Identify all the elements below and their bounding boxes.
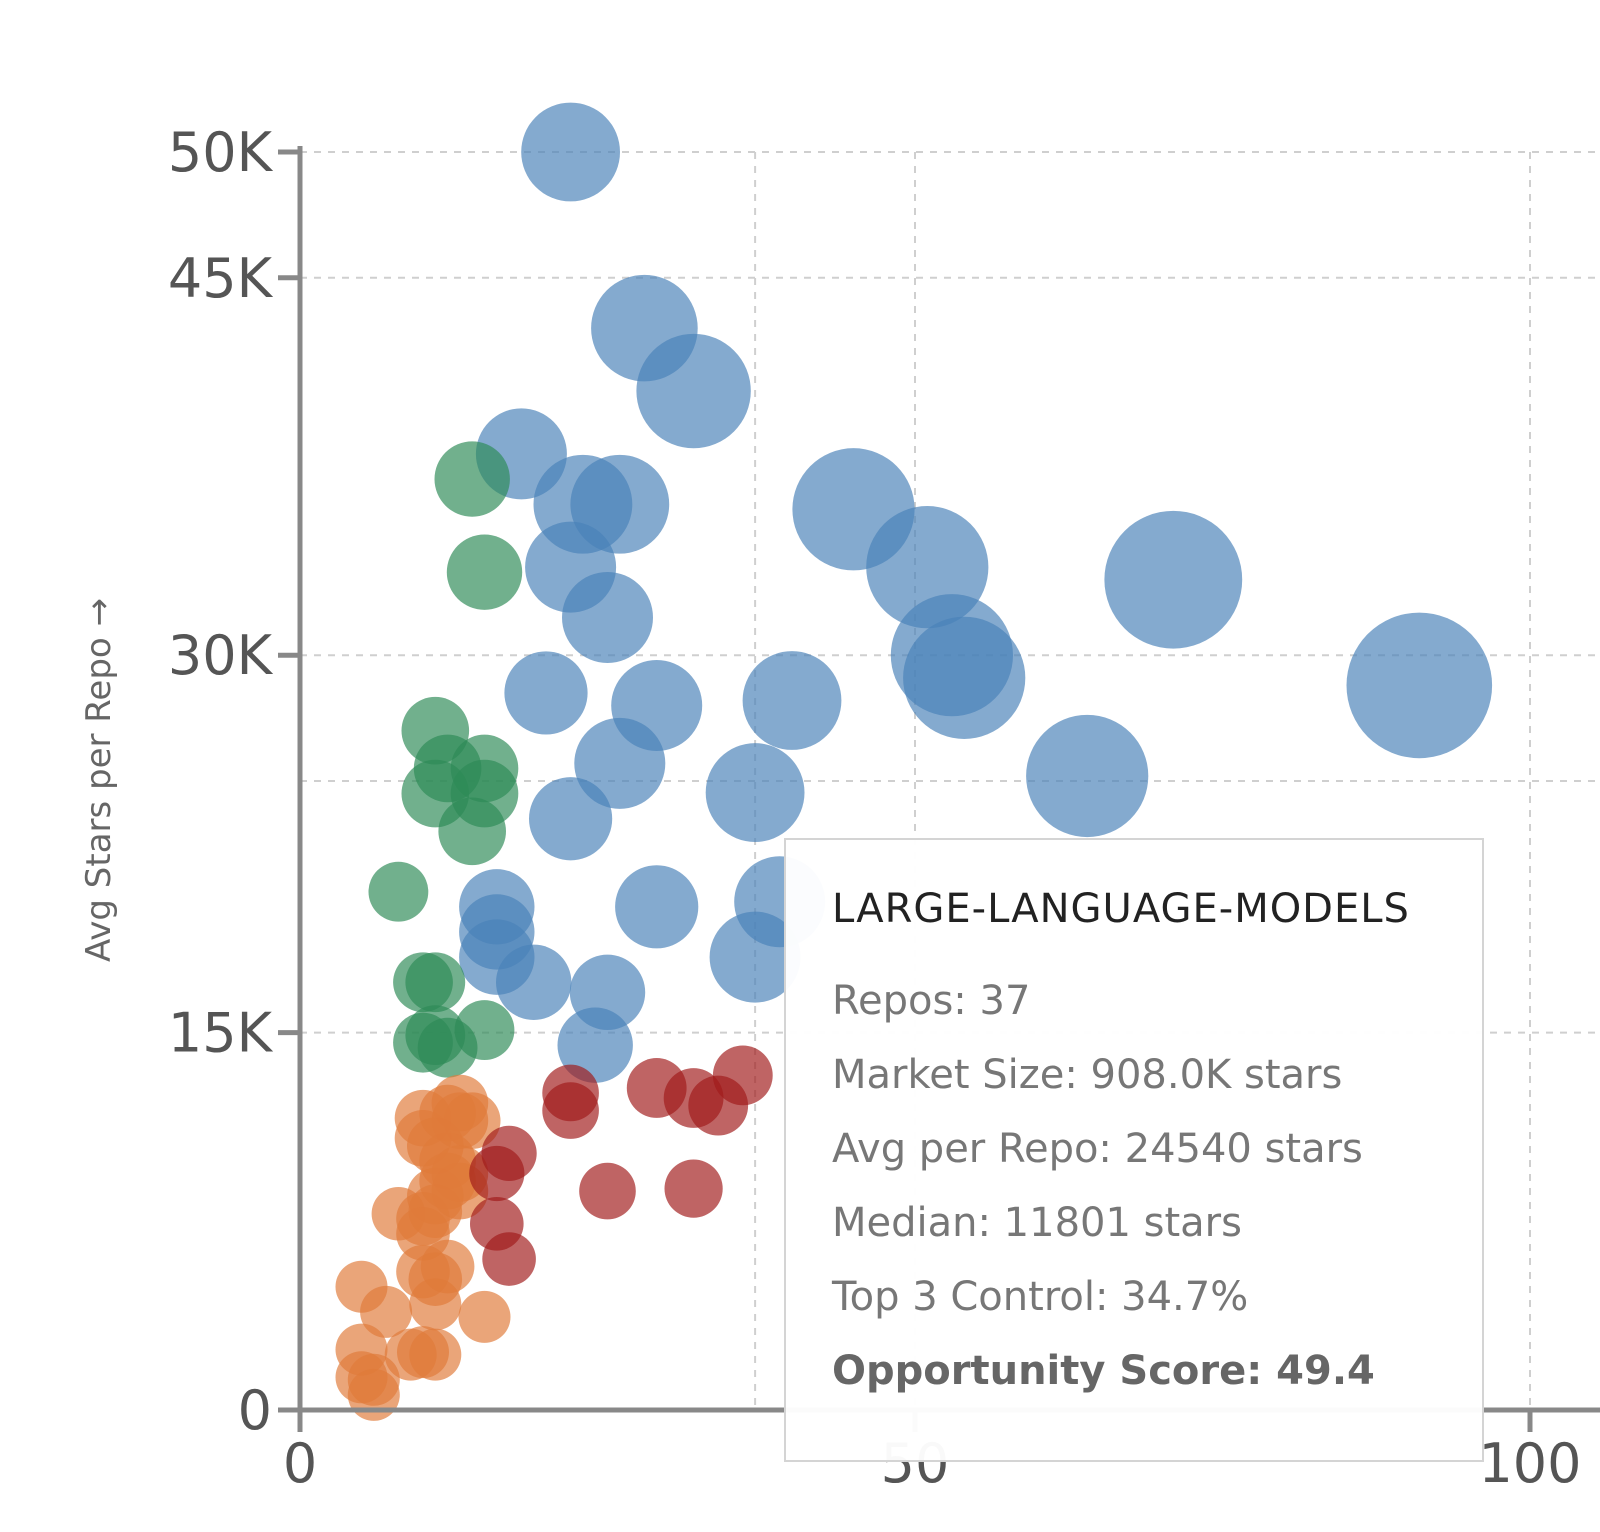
bubble-point[interactable] <box>405 952 466 1013</box>
bubble-point[interactable] <box>712 1045 773 1106</box>
bubble-point[interactable] <box>1104 510 1243 649</box>
x-tick-label: 100 <box>1478 1432 1581 1495</box>
bubble-point[interactable] <box>705 743 805 842</box>
y-tick-label: 30K <box>168 624 274 687</box>
bubble-point[interactable] <box>438 797 507 866</box>
bubble-point[interactable] <box>469 1145 525 1202</box>
bubble-point[interactable] <box>458 1290 511 1343</box>
tooltip-median: Median: 11801 stars <box>832 1200 1242 1246</box>
hover-tooltip: LARGE-LANGUAGE-MODELS Repos: 37 Market S… <box>784 838 1484 1462</box>
tooltip-avg-per-repo: Avg per Repo: 24540 stars <box>832 1126 1363 1172</box>
bubble-point[interactable] <box>454 1000 515 1060</box>
bubble-point[interactable] <box>557 1007 633 1083</box>
bubble-point[interactable] <box>709 911 801 1003</box>
bubble-layer <box>335 102 1493 1421</box>
bubble-point[interactable] <box>1346 612 1493 759</box>
bubble-point[interactable] <box>636 333 751 449</box>
bubble-point[interactable] <box>482 1232 536 1286</box>
bubble-point[interactable] <box>496 944 572 1020</box>
bubble-point[interactable] <box>434 441 510 517</box>
bubble-point[interactable] <box>347 1368 400 1421</box>
bubble-point[interactable] <box>903 616 1026 739</box>
y-tick-label: 45K <box>168 247 274 310</box>
y-tick-label: 15K <box>168 1002 274 1065</box>
bubble-point[interactable] <box>579 1162 636 1220</box>
bubble-point[interactable] <box>664 1159 723 1218</box>
bubble-point[interactable] <box>562 571 653 663</box>
tooltip-title: LARGE-LANGUAGE-MODELS <box>832 886 1410 932</box>
bubble-point[interactable] <box>615 865 699 949</box>
bubble-point[interactable] <box>409 1278 462 1331</box>
y-tick-label: 0 <box>238 1379 272 1442</box>
bubble-point[interactable] <box>742 651 842 750</box>
tooltip-opportunity-score: Opportunity Score: 49.4 <box>832 1348 1375 1394</box>
tooltip-market-size: Market Size: 908.0K stars <box>832 1052 1343 1098</box>
bubble-point[interactable] <box>368 861 429 922</box>
tooltip-top3-control: Top 3 Control: 34.7% <box>832 1274 1249 1320</box>
y-tick-label: 50K <box>168 121 274 184</box>
bubble-point[interactable] <box>1026 714 1149 838</box>
bubble-point[interactable] <box>542 1082 599 1139</box>
bubble-point[interactable] <box>446 534 523 610</box>
bubble-point[interactable] <box>521 102 620 202</box>
bubble-point[interactable] <box>409 1328 462 1381</box>
bubble-point[interactable] <box>360 1285 413 1338</box>
bubble-point[interactable] <box>574 717 666 809</box>
x-tick-label: 0 <box>283 1432 317 1495</box>
bubble-point[interactable] <box>529 777 613 861</box>
bubble-point[interactable] <box>504 651 588 735</box>
y-axis-label: Avg Stars per Repo → <box>79 598 119 962</box>
tooltip-repos: Repos: 37 <box>832 978 1031 1024</box>
